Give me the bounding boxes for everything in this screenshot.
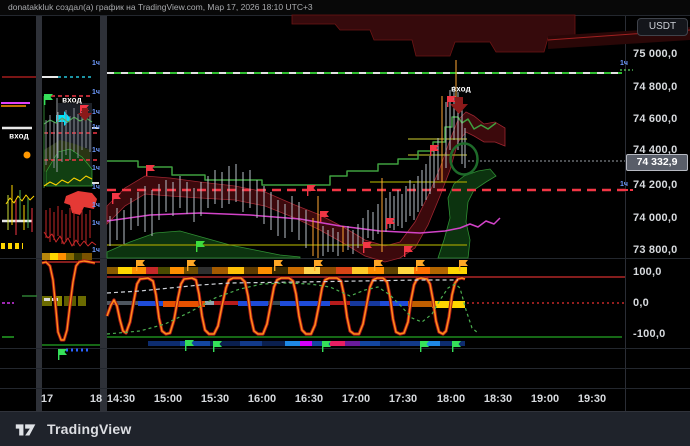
price-axis-separator [625,15,626,411]
flag-icon [374,260,383,266]
flag-icon [44,94,53,100]
pane-divider [0,348,690,349]
flag-icon [404,246,413,252]
interval-marker: 1ч [620,181,628,188]
price-axis-label: 74 400,0 [633,144,678,156]
price-axis-label: 73 800,0 [633,244,678,256]
interval-marker: 1ч [92,60,100,67]
time-label: 14:30 [106,393,136,405]
flag-icon [314,260,323,266]
flag-icon [416,260,425,266]
header-text: donatakkluk создал(а) график на TradingV… [8,2,313,12]
flag-icon [420,341,429,347]
tradingview-logo-icon[interactable] [14,421,38,438]
footer-bar: TradingView [0,411,690,446]
time-label: 17:00 [341,393,371,405]
time-label: 18:30 [483,393,513,405]
flag-icon [363,242,372,248]
interval-marker: 1ч [92,202,100,209]
interval-marker: 1ч [92,147,100,154]
entry-label: вход [9,131,29,141]
time-label: 19:30 [577,393,607,405]
time-label: 19:00 [530,393,560,405]
price-axis-label: 74 200,0 [633,179,678,191]
interval-marker: 1ч [92,109,100,116]
flag-icon [322,341,331,347]
flag-icon [196,241,205,247]
flag-icon [213,341,222,347]
time-label: 16:00 [247,393,277,405]
highlight-circle [23,151,31,159]
highlight-circle [449,142,479,176]
price-axis-label: 74 800,0 [633,81,678,93]
down-arrow-icon [450,97,468,114]
time-label: 18:00 [436,393,466,405]
price-axis-label: 74 600,0 [633,113,678,125]
osc-axis-label: 100,0 [633,266,662,278]
price-axis-label: 74 000,0 [633,212,678,224]
flag-icon [430,145,439,151]
interval-marker: 1ч [92,220,100,227]
flag-icon [447,96,456,102]
down-arrow-icon [78,108,92,121]
pane-divider [0,368,690,369]
header-bar: donatakkluk создал(а) график на TradingV… [0,0,690,15]
flag-icon [386,218,395,224]
interval-marker: 1ч [620,60,628,67]
time-label: 15:30 [200,393,230,405]
interval-marker: 1ч [92,165,100,172]
interval-marker: 1ч [92,124,100,131]
pane-divider [0,388,690,389]
interval-marker: 1ч [92,89,100,96]
flag-icon [274,260,283,266]
osc-axis-label: -100,0 [633,328,666,340]
entry-label: вход [62,95,82,105]
last-price-label: 74 332,9 [626,154,688,171]
time-label: 15:00 [153,393,183,405]
brand-text[interactable]: TradingView [47,421,132,437]
flag-icon [136,260,145,266]
flag-icon [185,340,194,346]
flag-icon [58,349,67,355]
flag-icon [320,211,329,217]
interval-marker: 1ч [92,247,100,254]
column-divider [100,15,107,411]
time-label: 18 [89,393,103,405]
pane-divider [0,258,690,259]
symbol-currency-button[interactable]: USDT [637,18,688,36]
column-divider [36,15,42,411]
time-label: 17 [40,393,54,405]
flag-icon [112,193,121,199]
flag-icon [452,341,461,347]
flag-icon [307,185,316,191]
osc-axis-label: 0,0 [633,297,649,309]
time-label: 16:30 [294,393,324,405]
flag-icon [187,260,196,266]
flag-icon [459,260,468,266]
entry-label: вход [451,84,471,94]
interval-marker: 1ч [92,184,100,191]
price-axis-label: 75 000,0 [633,48,678,60]
flag-icon [146,165,155,171]
time-label: 17:30 [388,393,418,405]
